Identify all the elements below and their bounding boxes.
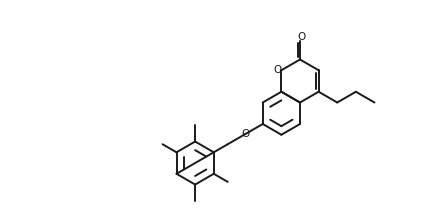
Text: O: O [273, 65, 282, 75]
Text: O: O [297, 32, 305, 42]
Text: O: O [241, 129, 249, 139]
